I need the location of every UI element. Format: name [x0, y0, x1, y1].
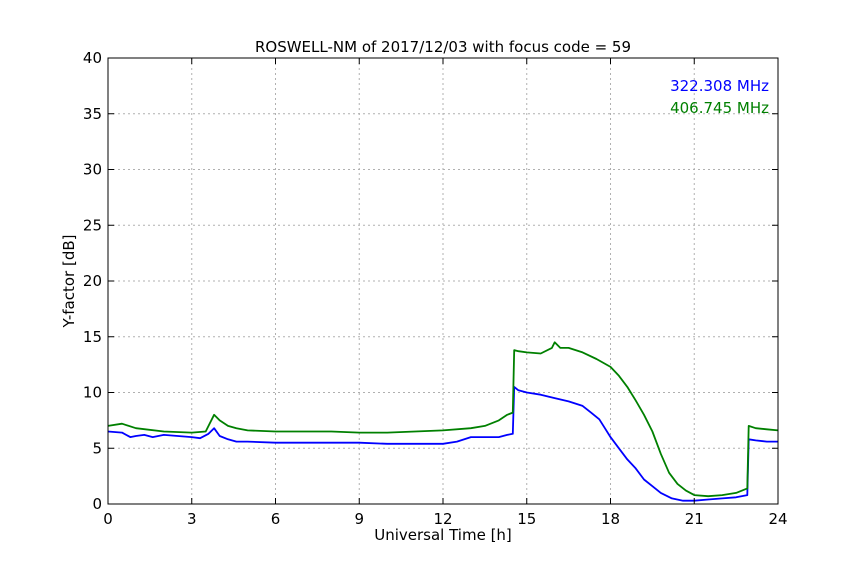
x-axis-label: Universal Time [h] — [374, 526, 512, 544]
x-tick-label: 21 — [685, 510, 704, 528]
series-layer — [107, 341, 779, 502]
x-tick-label: 6 — [271, 510, 281, 528]
y-tick-label: 25 — [83, 216, 102, 234]
y-axis-label: Y-factor [dB] — [60, 234, 78, 328]
y-tick-label: 30 — [83, 161, 102, 179]
x-tick-label: 18 — [601, 510, 620, 528]
y-tick-label: 0 — [92, 495, 102, 513]
x-tick-label: 24 — [768, 510, 787, 528]
chart-title: ROSWELL-NM of 2017/12/03 with focus code… — [255, 38, 631, 56]
x-tick-label: 9 — [354, 510, 364, 528]
x-tick-label: 0 — [103, 510, 113, 528]
x-tick-label: 12 — [433, 510, 452, 528]
series-line-1 — [107, 341, 779, 498]
y-tick-label: 10 — [83, 384, 102, 402]
x-tick-label: 15 — [517, 510, 536, 528]
y-tick-label: 5 — [92, 439, 102, 457]
ticks: 0 3 6 9 12 15 18 21 24 0 5 10 15 20 25 30 35 40 — [83, 49, 788, 528]
y-tick-label: 35 — [83, 105, 102, 123]
y-tick-label: 20 — [83, 272, 102, 290]
y-tick-label: 40 — [83, 49, 102, 67]
legend-entry-406-mhz: 406.745 MHz — [670, 99, 769, 117]
y-tick-label: 15 — [83, 328, 102, 346]
x-tick-label: 3 — [187, 510, 197, 528]
legend-entry-322-mhz: 322.308 MHz — [670, 77, 769, 95]
